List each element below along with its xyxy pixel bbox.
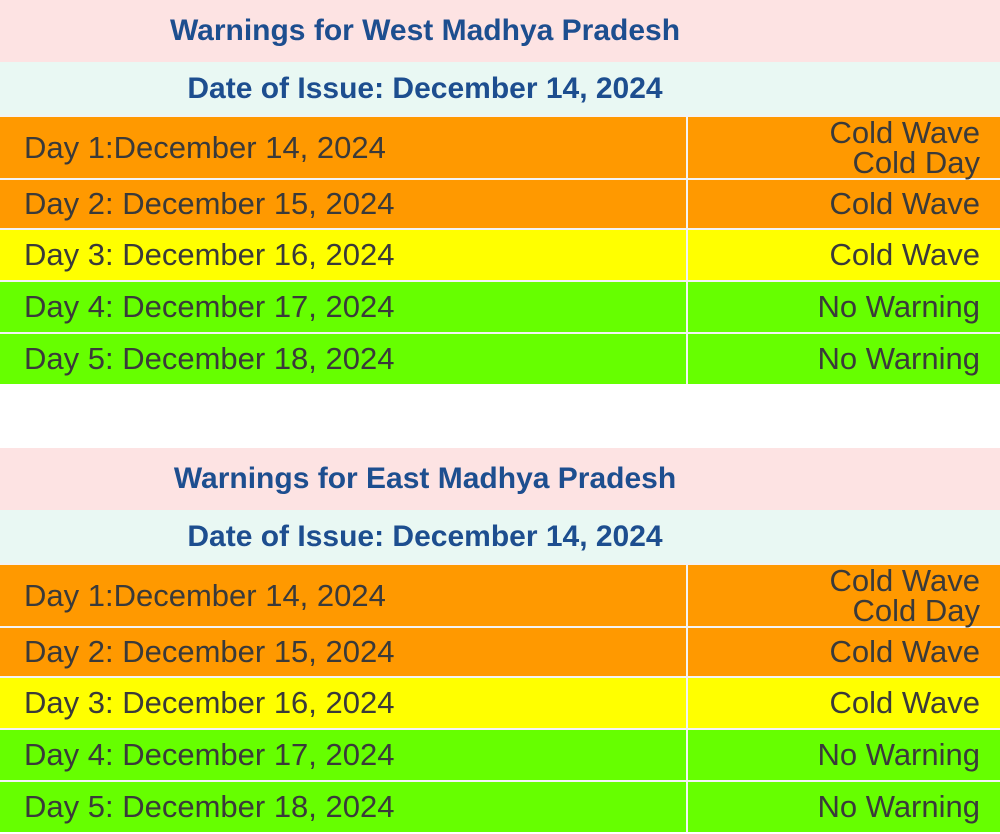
- warning-text: No Warning: [817, 789, 980, 824]
- table-title: Warnings for East Madhya Pradesh: [0, 448, 1000, 510]
- day-row: Day 4: December 17, 2024 No Warning: [0, 728, 1000, 780]
- warning-cell: Cold Wave Cold Day: [688, 117, 1000, 178]
- warning-cell: Cold Wave: [688, 678, 1000, 728]
- warning-text: Cold Wave: [829, 114, 980, 150]
- day-cell: Day 5: December 18, 2024: [0, 334, 688, 384]
- day-row: Day 2: December 15, 2024 Cold Wave: [0, 178, 1000, 228]
- day-cell: Day 3: December 16, 2024: [0, 230, 688, 280]
- warning-text: No Warning: [817, 341, 980, 376]
- day-cell: Day 1:December 14, 2024: [0, 117, 688, 178]
- warning-cell: Cold Wave Cold Day: [688, 565, 1000, 626]
- day-row: Day 4: December 17, 2024 No Warning: [0, 280, 1000, 332]
- day-row: Day 5: December 18, 2024 No Warning: [0, 780, 1000, 832]
- warning-table: Warnings for East Madhya Pradesh Date of …: [0, 448, 1000, 832]
- day-cell: Day 1:December 14, 2024: [0, 565, 688, 626]
- day-row: Day 3: December 16, 2024 Cold Wave: [0, 228, 1000, 280]
- warning-cell: No Warning: [688, 334, 1000, 384]
- warning-cell: Cold Wave: [688, 628, 1000, 676]
- day-cell: Day 4: December 17, 2024: [0, 730, 688, 780]
- warning-table: Warnings for West Madhya Pradesh Date of …: [0, 0, 1000, 384]
- day-cell: Day 3: December 16, 2024: [0, 678, 688, 728]
- day-cell: Day 2: December 15, 2024: [0, 628, 688, 676]
- warning-text: Cold Wave: [829, 237, 980, 272]
- day-cell: Day 2: December 15, 2024: [0, 180, 688, 228]
- warning-text: Cold Wave: [829, 186, 980, 221]
- day-cell: Day 5: December 18, 2024: [0, 782, 688, 832]
- warning-text: Cold Wave: [829, 685, 980, 720]
- warning-cell: No Warning: [688, 730, 1000, 780]
- warning-text: Cold Day: [852, 592, 981, 628]
- warning-text: Cold Day: [852, 144, 981, 180]
- warning-cell: No Warning: [688, 782, 1000, 832]
- issue-date: Date of Issue: December 14, 2024: [0, 510, 1000, 563]
- day-row: Day 5: December 18, 2024 No Warning: [0, 332, 1000, 384]
- warning-text: Cold Wave: [829, 562, 980, 598]
- warning-cell: No Warning: [688, 282, 1000, 332]
- day-row: Day 1:December 14, 2024 Cold Wave Cold Day: [0, 563, 1000, 626]
- day-row: Day 2: December 15, 2024 Cold Wave: [0, 626, 1000, 676]
- table-title: Warnings for West Madhya Pradesh: [0, 0, 1000, 62]
- day-cell: Day 4: December 17, 2024: [0, 282, 688, 332]
- issue-date: Date of Issue: December 14, 2024: [0, 62, 1000, 115]
- warning-text: No Warning: [817, 737, 980, 772]
- warning-text: No Warning: [817, 289, 980, 324]
- day-row: Day 3: December 16, 2024 Cold Wave: [0, 676, 1000, 728]
- warning-cell: Cold Wave: [688, 180, 1000, 228]
- day-row: Day 1:December 14, 2024 Cold Wave Cold Day: [0, 115, 1000, 178]
- warning-text: Cold Wave: [829, 634, 980, 669]
- warning-cell: Cold Wave: [688, 230, 1000, 280]
